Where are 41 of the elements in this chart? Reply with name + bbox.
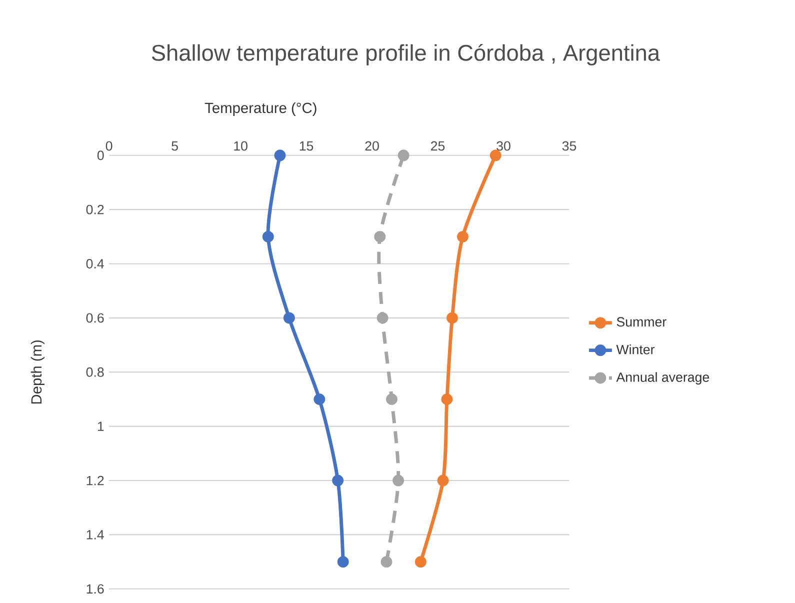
y-tick-label: 1.6 (86, 584, 104, 594)
point (414, 556, 426, 568)
x-tick-label: 0 (106, 141, 112, 151)
point (314, 394, 326, 406)
y-tick-label: 0.4 (86, 259, 104, 269)
point (392, 474, 404, 486)
point (437, 474, 449, 486)
x-axis-title: Temperature (°C) (204, 102, 316, 116)
legend-label: Annual average (616, 372, 710, 385)
point (446, 312, 458, 324)
point (274, 150, 286, 162)
y-tick-label: 1.4 (86, 530, 104, 540)
point (457, 230, 468, 242)
y-tick-label: 0 (97, 150, 104, 160)
y-axis-title: Depth (m) (30, 340, 45, 404)
legend-label: Winter (616, 344, 655, 354)
point (337, 556, 349, 568)
point (398, 150, 410, 162)
x-tick-label: 30 (496, 141, 510, 151)
x-tick-label: 15 (300, 141, 314, 151)
y-tick-label: 1.2 (86, 476, 104, 486)
legend-label: Summer (616, 317, 666, 327)
point (374, 230, 386, 242)
x-tick-label: 35 (562, 141, 576, 151)
point (386, 394, 398, 406)
point (441, 394, 453, 406)
x-tick-label: 5 (172, 141, 178, 151)
x-tick-label: 10 (234, 141, 248, 151)
point (262, 230, 274, 242)
point (380, 556, 392, 568)
point (283, 312, 295, 324)
y-tick-label: 0.8 (86, 367, 104, 377)
x-tick-label: 20 (365, 141, 379, 151)
y-tick-label: 1 (98, 422, 104, 431)
chart-title: Shallow temperature profile in Córdoba , Argentina (152, 44, 660, 66)
y-tick-label: 0.6 (86, 313, 104, 323)
point (376, 312, 388, 324)
y-tick-label: 0.2 (86, 204, 104, 214)
point (332, 474, 344, 486)
x-tick-label: 25 (431, 141, 445, 151)
point (490, 150, 502, 162)
